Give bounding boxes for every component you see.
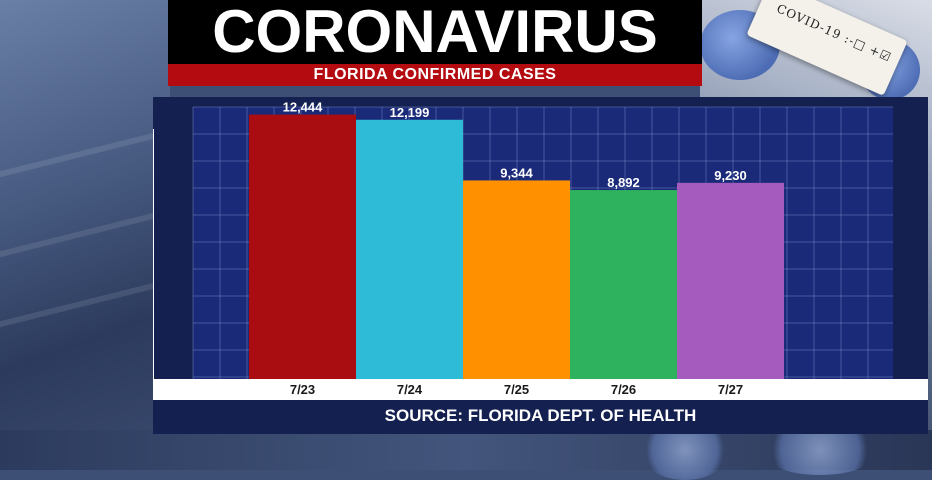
x-tick-label: 7/23 [290, 382, 315, 397]
x-axis-band [153, 379, 928, 400]
x-tick-label: 7/27 [718, 382, 743, 397]
source-bar: SOURCE: FLORIDA DEPT. OF HEALTH [153, 400, 928, 431]
data-label: 9,230 [714, 168, 747, 183]
page-subtitle: FLORIDA CONFIRMED CASES [313, 66, 557, 83]
data-label: 8,892 [607, 175, 640, 190]
data-label: 12,199 [390, 105, 430, 120]
subtitle-banner: FLORIDA CONFIRMED CASES [168, 64, 702, 86]
bar-chart: 12,444 7/23 12,199 7/24 9,344 7/25 8,892 7/26 9,… [153, 100, 928, 400]
title-banner: CORONAVIRUS [168, 0, 702, 64]
x-tick-label: 7/25 [504, 382, 529, 397]
background-left [0, 0, 170, 470]
bar-7-27 [677, 182, 784, 379]
page-title: CORONAVIRUS [212, 0, 658, 65]
chart-panel: 12,444 7/23 12,199 7/24 9,344 7/25 8,892 7/26 9,… [153, 97, 928, 434]
bar-7-26 [570, 190, 677, 379]
bar-7-24 [356, 119, 463, 380]
bar-7-23 [249, 114, 356, 379]
source-text: SOURCE: FLORIDA DEPT. OF HEALTH [384, 405, 697, 425]
x-tick-label: 7/26 [611, 382, 636, 397]
bar-7-25 [463, 180, 570, 379]
x-tick-label: 7/24 [397, 382, 423, 397]
data-label: 12,444 [283, 100, 324, 115]
data-label: 9,344 [500, 165, 533, 180]
